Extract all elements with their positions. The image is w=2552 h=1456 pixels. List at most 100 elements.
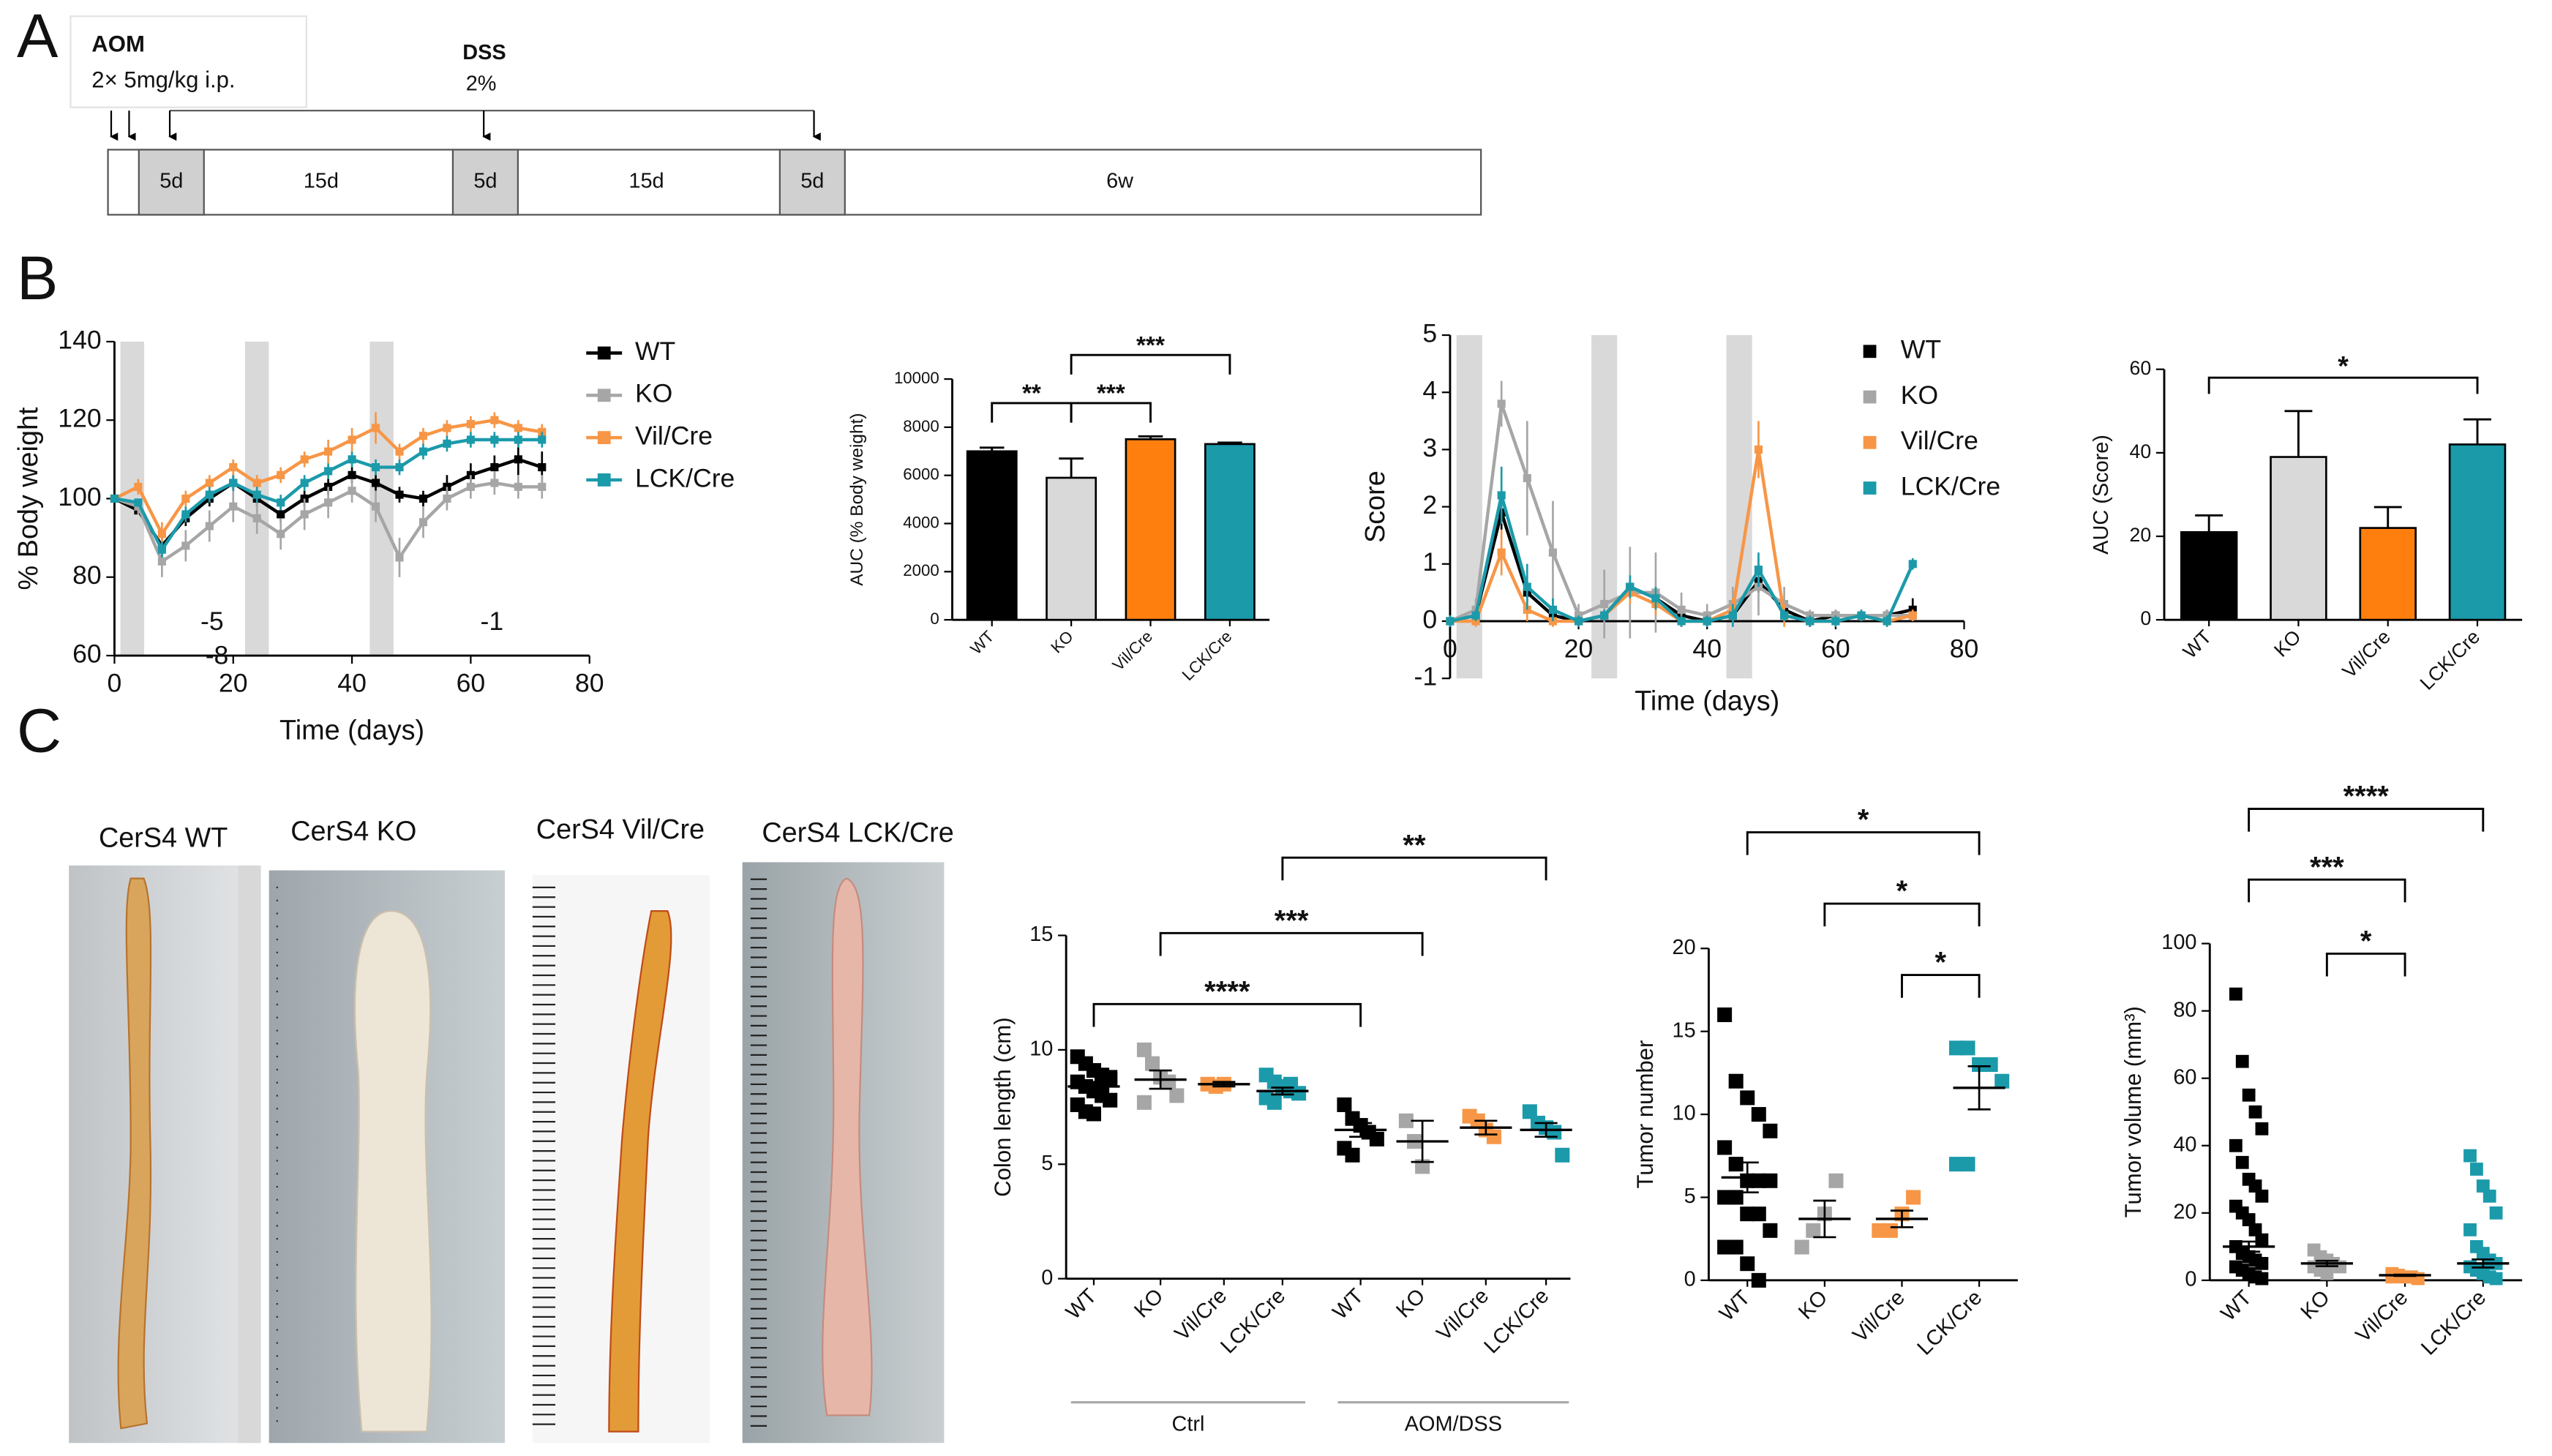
- point: [2255, 1189, 2269, 1203]
- y-tick-label: 4000: [903, 513, 939, 531]
- y-tick-label: 5: [1422, 318, 1437, 348]
- significance-label: ****: [1204, 975, 1250, 1007]
- point: [1763, 1123, 1778, 1138]
- photo-label: CerS4 KO: [290, 816, 416, 847]
- x-tick-label: KO: [1047, 627, 1076, 656]
- point: [2242, 1213, 2256, 1226]
- point: [1780, 611, 1789, 620]
- point: [2476, 1179, 2490, 1193]
- chart: 0 5 10 15 20 WT KO Vil/Cre LCK/Cre Tumor number * *…: [1632, 804, 2018, 1360]
- point: [1751, 1207, 1766, 1222]
- point: [1948, 1040, 1964, 1056]
- legend-label: WT: [635, 337, 675, 366]
- point: [181, 510, 190, 519]
- point: [2229, 987, 2243, 1001]
- point: [324, 498, 333, 507]
- segment-label: 6w: [1106, 170, 1133, 193]
- point: [348, 435, 356, 444]
- y-tick-label: -1: [1414, 662, 1437, 691]
- significance-bracket: [2325, 952, 2406, 977]
- point: [252, 514, 261, 522]
- x-tick-label: 60: [457, 668, 486, 697]
- point: [229, 463, 238, 472]
- x-tick-label: WT: [2179, 626, 2216, 663]
- aom-dose: 2× 5mg/kg i.p.: [91, 67, 235, 92]
- photo-label: CerS4 LCK/Cre: [762, 818, 953, 849]
- point: [1806, 617, 1814, 626]
- point: [1960, 1040, 1975, 1056]
- segment-label: 15d: [628, 170, 664, 193]
- point: [1651, 594, 1660, 603]
- point: [1575, 617, 1583, 626]
- y-axis-title: Score: [1360, 470, 1391, 543]
- y-tick-label: 10: [1029, 1037, 1053, 1061]
- x-tick-label: LCK/Cre: [1479, 1284, 1553, 1358]
- point: [419, 432, 428, 440]
- legend-label: KO: [635, 379, 672, 408]
- point: [1345, 1147, 1360, 1163]
- y-tick-label: 20: [1673, 936, 1696, 959]
- y-tick-label: 6000: [903, 465, 939, 484]
- point: [229, 502, 238, 511]
- point: [2489, 1272, 2503, 1286]
- point: [419, 447, 428, 456]
- point: [1497, 548, 1506, 557]
- legend-marker: [1863, 390, 1877, 404]
- point: [1794, 1239, 1809, 1255]
- x-tick-label: Vil/Cre: [1109, 627, 1157, 675]
- series-line: [1449, 403, 1913, 623]
- point: [490, 416, 499, 424]
- point: [371, 502, 380, 511]
- point: [1600, 599, 1609, 609]
- point: [2255, 1272, 2269, 1286]
- legend-marker: [597, 473, 611, 487]
- chart: 0 20 40 60 WT KO Vil/Cre LCK/Cre AUC (Score) *: [2090, 351, 2523, 694]
- point: [205, 490, 214, 499]
- x-tick-label: WT: [967, 627, 997, 658]
- x-tick-label: 80: [1950, 634, 1979, 663]
- y-tick-label: 4: [1422, 376, 1437, 405]
- x-tick-label: WT: [1329, 1284, 1368, 1324]
- point: [1754, 566, 1763, 574]
- point: [1337, 1097, 1352, 1112]
- point: [395, 447, 404, 456]
- point: [181, 541, 190, 550]
- point: [1145, 1056, 1160, 1071]
- point: [1828, 1173, 1844, 1188]
- y-tick-label: 40: [2130, 440, 2152, 462]
- point: [419, 494, 428, 503]
- photo: [69, 865, 261, 1444]
- point: [1831, 617, 1840, 626]
- point: [157, 530, 166, 539]
- point: [1555, 1147, 1570, 1163]
- bar: [2180, 530, 2238, 621]
- point: [395, 490, 404, 499]
- point: [2242, 1088, 2256, 1102]
- x-tick-label: 0: [108, 668, 122, 697]
- point: [324, 447, 333, 456]
- aom-box: [70, 15, 307, 108]
- point: [157, 545, 166, 554]
- legend-label: LCK/Cre: [635, 463, 735, 492]
- y-axis-title: Colon length (cm): [990, 1017, 1016, 1197]
- point: [466, 435, 475, 444]
- group-label: AOM/DSS: [1405, 1412, 1502, 1436]
- legend-label: Vil/Cre: [1901, 426, 1978, 455]
- point: [1600, 611, 1609, 620]
- significance-bracket: [1901, 974, 1981, 998]
- y-tick-label: 20: [2130, 524, 2152, 546]
- y-tick-label: 5: [1041, 1152, 1053, 1175]
- point: [490, 463, 499, 472]
- point: [1523, 582, 1531, 591]
- point: [2248, 1179, 2262, 1193]
- point: [1754, 445, 1763, 454]
- y-tick-label: 20: [2173, 1200, 2196, 1223]
- legend-marker: [1863, 345, 1877, 359]
- x-axis-title: Time (days): [279, 716, 424, 746]
- point: [538, 463, 547, 472]
- point: [1497, 491, 1506, 500]
- point: [1728, 1190, 1744, 1205]
- bar: [1125, 438, 1176, 621]
- y-tick-label: 100: [58, 482, 101, 511]
- x-tick-label: LCK/Cre: [1216, 1284, 1290, 1358]
